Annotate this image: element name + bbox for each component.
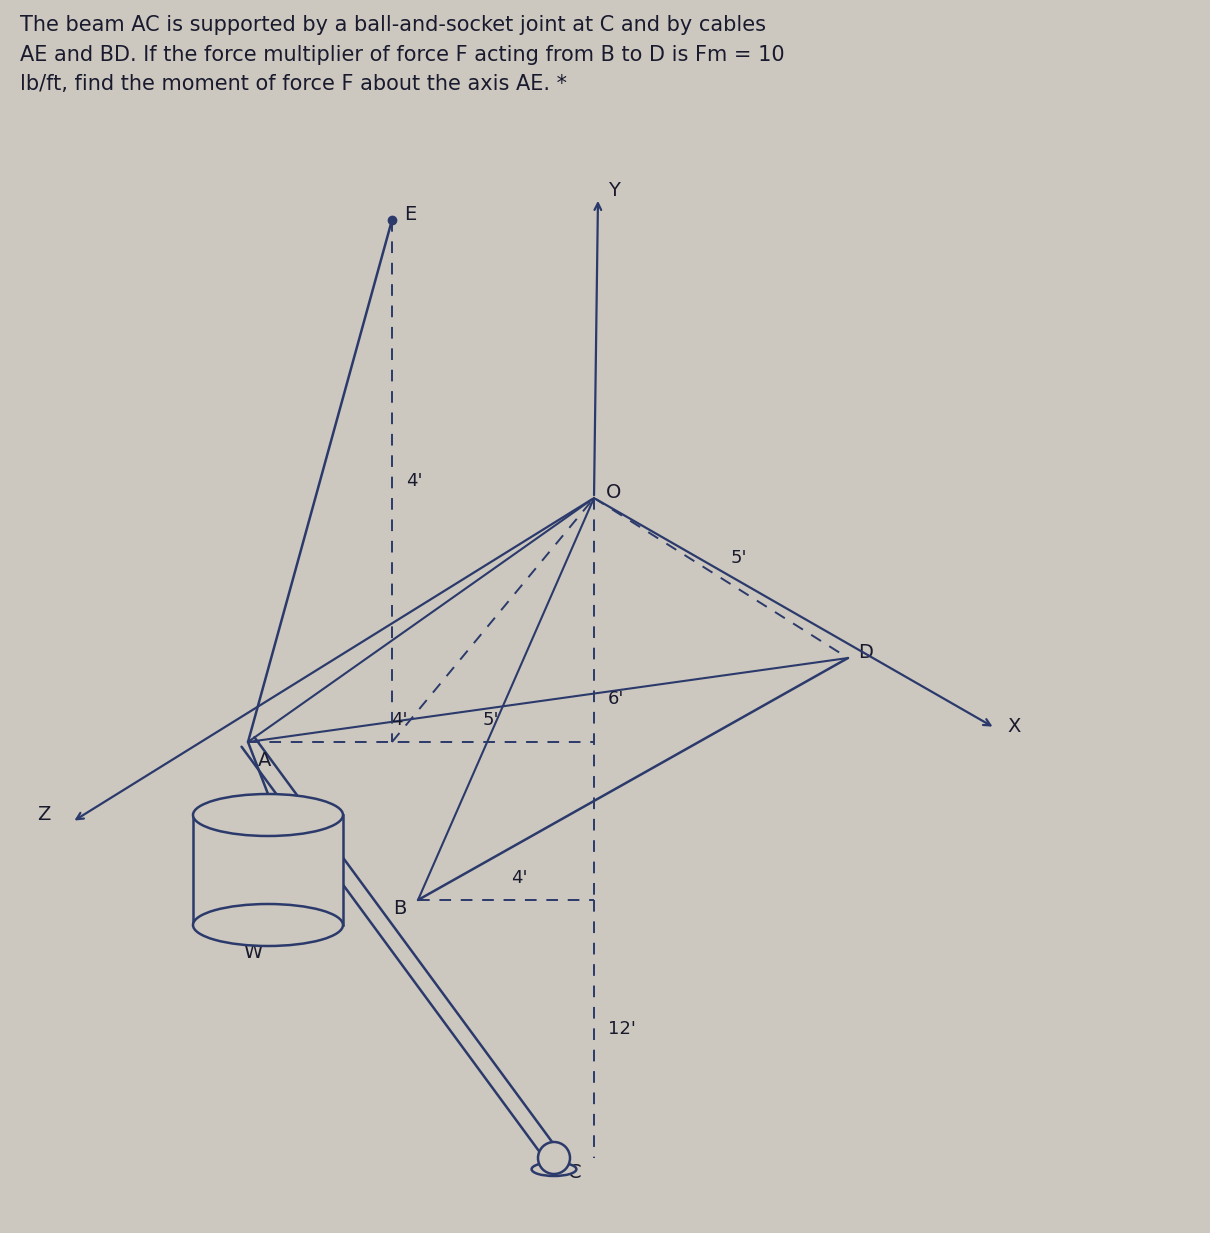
Text: 4': 4' — [511, 869, 528, 887]
Text: C: C — [567, 1164, 582, 1182]
Ellipse shape — [531, 1163, 576, 1176]
Ellipse shape — [194, 904, 342, 946]
Text: A: A — [258, 751, 271, 769]
Text: 12': 12' — [607, 1020, 636, 1038]
Text: Y: Y — [607, 180, 620, 200]
Text: D: D — [858, 644, 872, 662]
Text: B: B — [393, 899, 407, 917]
Ellipse shape — [194, 794, 342, 836]
Text: O: O — [606, 483, 622, 503]
Text: Z: Z — [38, 804, 51, 824]
Circle shape — [538, 1142, 570, 1174]
Text: 5': 5' — [483, 711, 500, 729]
Text: 4': 4' — [391, 711, 408, 729]
Text: E: E — [404, 206, 416, 224]
Text: 5': 5' — [731, 549, 748, 567]
Text: 6': 6' — [607, 690, 624, 708]
Bar — [194, 815, 342, 925]
Text: The beam AC is supported by a ball-and-socket joint at C and by cables
AE and BD: The beam AC is supported by a ball-and-s… — [21, 15, 784, 94]
Text: 4': 4' — [407, 472, 422, 490]
Text: X: X — [1007, 716, 1020, 736]
Text: W: W — [243, 943, 263, 963]
